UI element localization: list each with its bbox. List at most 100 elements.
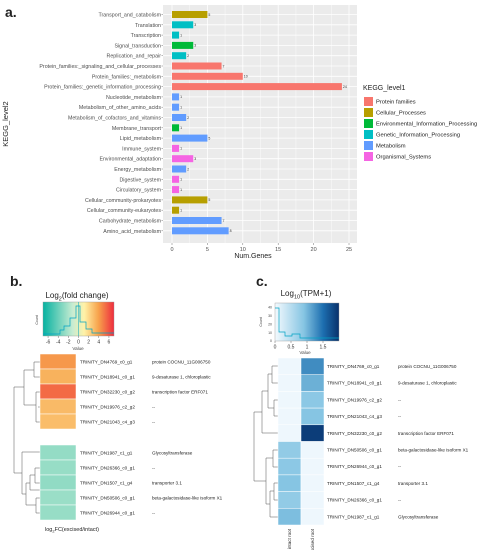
row-id-label: TRINITY_DN21043_c4_g3 [327,414,382,419]
category-label: Digestive_system [119,177,161,183]
panel-b-key-ticks: -6 -4 -2 0 2 4 6 [46,336,111,346]
row-id-label: TRINITY_DN18941_c0_g1 [80,375,135,380]
bar-value-label: 10 [244,75,248,79]
category-label: Protein_families:_signaling_and_cellular… [39,64,161,70]
key-tick-label: 2 [87,340,90,346]
panel-c-column-labels: intact root excised root [287,528,315,550]
x-tick-label: 20 [311,247,317,253]
bar [172,175,180,183]
panel-b-heatmap-cells [39,353,77,521]
bar-value-label: 1 [180,126,182,130]
row-annotation-label: -- [152,466,156,471]
legend-swatch [364,119,373,128]
key-tick-label: -2 [66,340,71,346]
panel-c-key-title-rest: (TPM+1) [300,289,332,298]
heatmap-cell [300,491,325,509]
heatmap-cell [39,353,77,370]
heatmap-cell [39,383,77,400]
row-annotation-label: 9-desaturase 1, chloroplastic [152,375,211,380]
panel-b-x-title-base: log [45,527,52,533]
row-annotation-label: transcription factor ERF071 [398,431,454,436]
bar [172,103,180,111]
category-label: Transport_and_catabolism [98,13,161,19]
category-label: Amino_acid_metabolism [103,229,161,235]
category-label: Cellular_community-prokaryotes [85,198,161,204]
category-label: Signal_transduction [114,43,161,49]
row-annotation-label: transporter 3.1 [398,481,428,486]
panel-a-legend: KEGG_level1 Protein families Cellular_Pro… [363,85,477,161]
category-label: Cellular_community-eukaryotes [87,208,162,214]
panel-a-y-axis-title: KEGG_level2 [1,101,10,146]
x-tick-label: 25 [346,247,352,253]
bar [172,31,180,39]
row-annotation-label: -- [152,405,156,410]
panel-c-row-labels: TRINITY_DN4769_c0_g1 protein COCNU_11G006… [327,364,469,519]
heatmap-cell [39,459,77,476]
legend-label: Protein families [376,100,416,106]
row-id-label: TRINITY_DN4769_c0_g1 [327,364,380,369]
row-annotation-label: beta-galactosidase-like isoform X1 [152,496,223,501]
row-annotation-label: 9-desaturase 1, chloroplastic [398,381,457,386]
bar-value-label: 7 [223,219,225,223]
bar-value-label: 5 [208,13,210,17]
legend-swatch [364,130,373,139]
panel-a-legend-title: KEGG_level1 [363,85,406,92]
category-label: Lipid_metabolism [120,136,162,142]
bar-value-label: 1 [180,106,182,110]
row-annotation-label: Glycosyltransferase [152,451,193,456]
row-id-label: TRINITY_DN32230_c0_g2 [80,390,135,395]
category-label: Translation [135,23,161,29]
row-id-label: TRINITY_DN4769_c0_g1 [80,360,133,365]
legend-label: Metabolism [376,144,406,150]
bar-value-label: 1 [180,33,182,37]
heatmap-cell [300,374,325,392]
panel-b-label: b. [10,273,22,289]
row-annotation-label: -- [152,420,156,425]
panel-b-key-title-base: Log [45,291,58,300]
bar-value-label: 2 [187,54,189,58]
bar-value-label: 1 [180,147,182,151]
row-annotation-label: protein COCNU_11G006750 [152,360,211,365]
panel-b-key-title-rest: (fold change) [62,291,109,300]
bar-value-label: 5 [208,136,210,140]
heatmap-cell [277,491,302,509]
row-id-label: TRINITY_DN19976_c2_g2 [80,405,135,410]
panel-c-dendrogram [253,365,278,518]
bar-value-label: 8 [230,229,232,233]
panel-c-key-title-base: Log [281,289,294,298]
category-label: Environmental_adaptation [99,157,161,163]
bar-value-label: 2 [187,116,189,120]
bar [172,124,180,132]
bar [172,206,180,214]
row-id-label: TRINITY_DN50506_c0_g1 [327,448,382,453]
category-label: Transcription [131,33,161,39]
bar-value-label: 7 [223,64,225,68]
row-id-label: TRINITY_DN21043_c4_g3 [80,420,135,425]
panel-a-x-ticks: 0 5 10 15 20 25 [170,243,352,253]
bar-value-label: 5 [208,198,210,202]
panel-b-x-axis-title: log2FC(excised/intact) [45,527,99,534]
x-tick-label: 5 [206,247,209,253]
row-id-label: TRINITY_DN26944_c0_g1 [327,464,382,469]
legend-swatch [364,152,373,161]
key-tick-label: 0.5 [288,345,295,351]
panel-b-x-title-sub: 2 [52,529,55,534]
row-annotation-label: -- [398,414,402,419]
key-y-tick-label: 10 [268,331,272,335]
bar [172,217,222,224]
panel-b-key-title-sub: 2 [59,297,62,303]
key-y-tick-label: 30 [268,314,272,318]
row-id-label: TRINITY_DN26366_c0_g1 [80,466,135,471]
heatmap-cell [39,413,77,430]
category-label: Replication_and_repair [107,54,162,60]
key-tick-label: 1 [306,345,309,351]
row-annotation-label: -- [398,397,402,402]
heatmap-cell [300,474,325,492]
panel-a-category-labels: Transport_and_catabolism Translation Trans… [39,13,163,235]
category-label: Protein_families:_genetic_information_pr… [44,85,161,91]
row-id-label: TRINITY_DN1507_c1_g4 [80,481,133,486]
x-tick-label: 15 [275,247,281,253]
category-label: Circulatory_system [116,188,162,194]
heatmap-cell [277,474,302,492]
row-annotation-label: protein COCNU_11G006750 [398,364,457,369]
